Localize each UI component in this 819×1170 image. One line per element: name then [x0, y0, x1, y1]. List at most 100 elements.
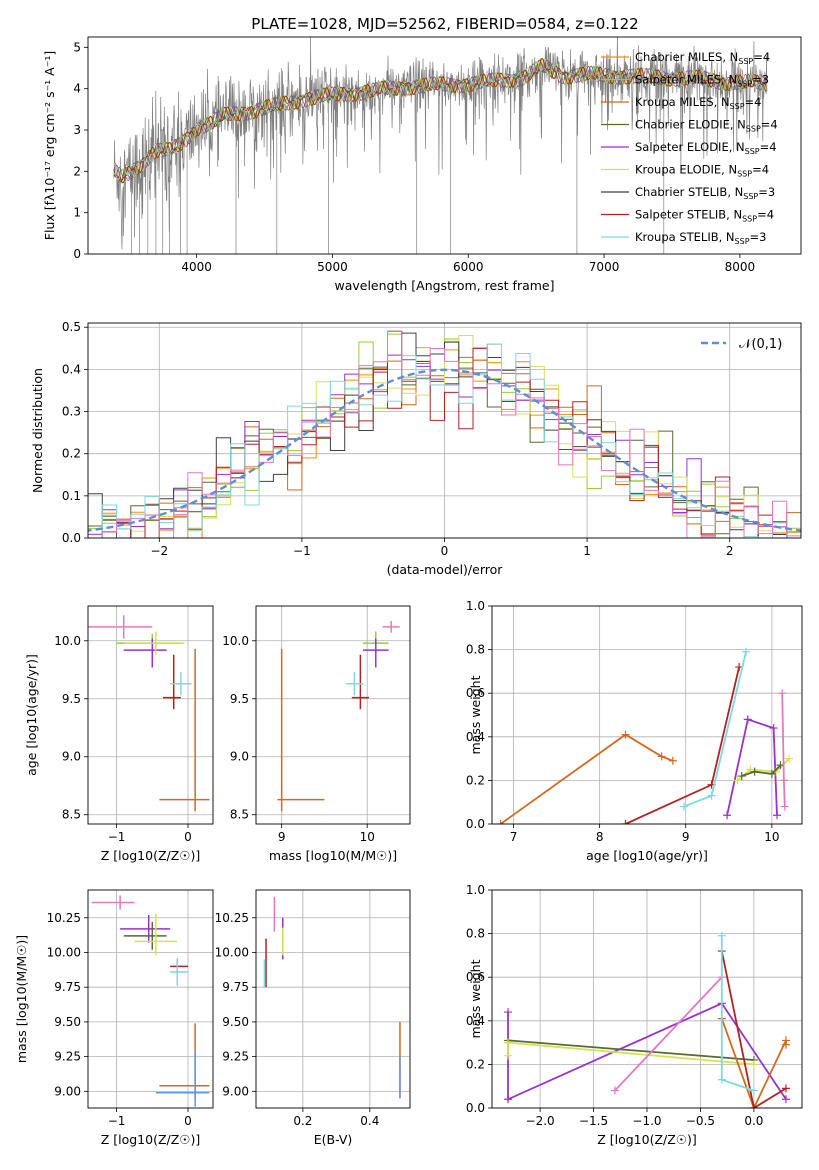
y-tick-label: 0.4 — [466, 1014, 485, 1028]
weight-marker — [781, 1084, 790, 1093]
y-tick-label: 9.0 — [230, 750, 249, 764]
x-tick-label: 0.0 — [744, 1114, 763, 1128]
x-tick-label: 10 — [360, 830, 375, 844]
legend-text: Salpeter MILES, N — [635, 73, 737, 87]
legend-subscript: SSP — [745, 147, 760, 156]
weight-marker — [668, 756, 677, 765]
y-tick-label: 0.4 — [62, 362, 81, 376]
spectrum-panel: 4000 5000 6000 7000 8000 0 1 2 3 4 5 wavelength [An… — [42, 36, 802, 293]
y-axis-label: Normed distribution — [30, 368, 45, 493]
legend-subscript: SSP — [746, 125, 761, 134]
x-tick-label: −2 — [150, 544, 168, 558]
y-tick-label: 0.1 — [62, 489, 81, 503]
mass_vs_EBV-panel: 0.2 0.4 9.00 9.25 9.50 9.75 10.00 10.25 E(B-V) — [215, 889, 411, 1147]
weight-line-chabrier_elodie — [741, 764, 782, 777]
weight-marker — [496, 820, 505, 824]
weight_vs_Z-panel: −2.0 −1.5 −1.0 −0.5 0.0 0.0 0.2 0.4 0.6 0.8 1.0 Z [… — [466, 883, 803, 1147]
x-tick-label: 6000 — [453, 260, 484, 274]
weight-marker — [657, 752, 666, 761]
y-tick-label: 0.2 — [62, 447, 81, 461]
y-tick-label: 0.4 — [466, 730, 485, 744]
axes-frame — [255, 605, 411, 825]
y-tick-label: 0 — [73, 247, 81, 261]
legend-text: Salpeter ELODIE, N — [635, 140, 745, 154]
legend-label: Kroupa STELIB, NSSP=3 — [635, 230, 766, 246]
axes-frame — [87, 36, 802, 255]
x-tick-label: 0 — [441, 544, 449, 558]
x-tick-label: 0.4 — [360, 1114, 379, 1128]
y-tick-label: 9.50 — [54, 1015, 81, 1029]
x-axis-label: Z [log10(Z/Z☉)] — [101, 848, 201, 863]
weight-marker — [781, 1095, 790, 1104]
legend-label: Kroupa MILES, NSSP=4 — [635, 95, 761, 111]
weight-line-pink — [614, 976, 723, 1092]
weight-line-kroupa_miles — [500, 733, 674, 824]
legend-subscript: SSP — [735, 237, 750, 246]
y-tick-label: 0.2 — [466, 1057, 485, 1071]
y-tick-label: 4 — [73, 82, 81, 96]
age_vs_Z-panel: −1 0 8.5 9.0 9.5 10.0 Z [log10(Z/Z☉)] age [log1… — [24, 605, 214, 863]
x-tick-label: −1.0 — [632, 1114, 661, 1128]
x-tick-label: −1 — [108, 1114, 126, 1128]
weight-marker — [504, 1038, 513, 1047]
legend-label: Salpeter ELODIE, NSSP=4 — [635, 140, 777, 156]
plot-area — [91, 895, 210, 1107]
weight-marker — [742, 647, 751, 656]
y-axis-label: mass [log10(M/M☉)] — [14, 935, 29, 1063]
weight_vs_age-panel: 7 8 9 10 0.0 0.2 0.4 0.6 0.8 1.0 age [log10(age/yr… — [466, 599, 803, 863]
x-tick-label: 8000 — [725, 260, 756, 274]
y-tick-label: 8.5 — [230, 808, 249, 822]
x-axis-label: age [log10(age/yr)] — [586, 848, 708, 863]
y-tick-label: 10.0 — [222, 634, 249, 648]
axes-frame — [87, 889, 214, 1109]
age_vs_mass-panel: 9 10 8.5 9.0 9.5 10.0 mass [log10(M/M☉)] — [222, 605, 411, 863]
y-tick-label: 2 — [73, 164, 81, 178]
weight-line-salpeter_elodie — [726, 718, 778, 816]
legend-label: Kroupa ELODIE, NSSP=4 — [635, 163, 769, 179]
x-tick-label: 8 — [596, 830, 604, 844]
y-tick-label: 1.0 — [466, 883, 485, 897]
weight-line-pink — [781, 693, 786, 807]
plot-area — [88, 615, 210, 812]
y-axis-label: age [log10(age/yr)] — [24, 654, 39, 776]
y-tick-label: 9.25 — [222, 1050, 249, 1064]
y-tick-label: 9.75 — [222, 980, 249, 994]
plot-area — [496, 647, 794, 824]
y-axis-label: mass weight — [468, 675, 483, 754]
legend-subscript: SSP — [743, 192, 758, 201]
legend-text: Kroupa STELIB, N — [635, 230, 735, 244]
x-tick-label: 7000 — [589, 260, 620, 274]
y-tick-label: 9.5 — [230, 692, 249, 706]
spectrum-model-salpeter_stelib — [113, 59, 767, 183]
y-tick-label: 0.3 — [62, 405, 81, 419]
spectrum-model-kroupa_elodie — [113, 58, 767, 182]
weight-marker — [610, 1086, 619, 1095]
weight-marker — [780, 802, 789, 811]
weight-marker — [785, 754, 794, 763]
y-tick-label: 9.00 — [222, 1084, 249, 1098]
weight-marker — [749, 1104, 758, 1108]
weight-marker — [750, 767, 759, 776]
weight-marker — [504, 1095, 513, 1104]
x-tick-label: 7 — [510, 830, 518, 844]
axes-frame — [87, 605, 214, 825]
legend-label: Salpeter STELIB, NSSP=4 — [635, 208, 774, 224]
legend-label: Chabrier STELIB, NSSP=3 — [635, 185, 775, 201]
legend-label: Salpeter MILES, NSSP=3 — [635, 73, 769, 89]
y-tick-label: 9.25 — [54, 1050, 81, 1064]
y-tick-label: 10.00 — [47, 945, 81, 959]
x-axis-label: E(B-V) — [314, 1132, 353, 1147]
x-tick-label: 5000 — [317, 260, 348, 274]
legend-subscript: SSP — [737, 80, 752, 89]
x-tick-label: 0 — [184, 830, 192, 844]
weight-line-salpeter_stelib — [720, 950, 787, 1108]
weight-line-kroupa_stelib — [720, 935, 755, 1092]
plot-area — [263, 896, 401, 1099]
y-tick-label: 0.8 — [466, 643, 485, 657]
x-axis-label: mass [log10(M/M☉)] — [269, 848, 397, 863]
x-tick-label: 10 — [764, 830, 779, 844]
legend-text-end: =4 — [761, 118, 778, 132]
